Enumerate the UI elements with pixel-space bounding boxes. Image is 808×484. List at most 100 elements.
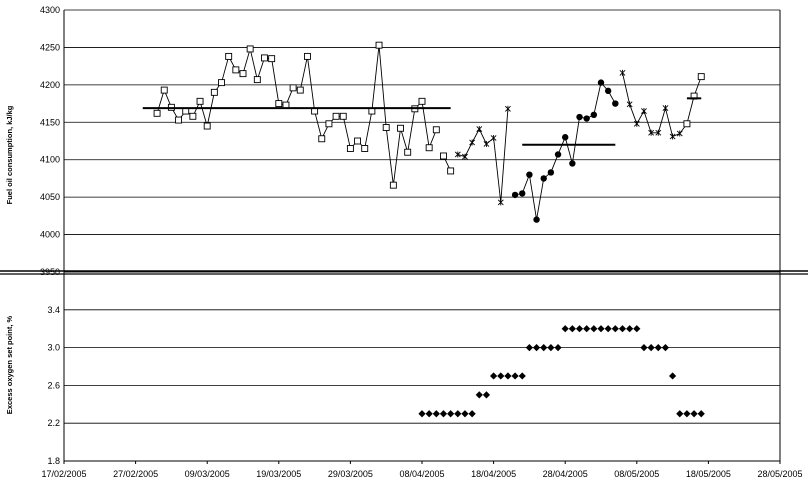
top-y-tick-label: 3950 (40, 267, 60, 277)
top-y-tick-label: 4300 (40, 5, 60, 15)
circle-marker (519, 190, 526, 197)
square-marker (318, 135, 326, 143)
asterisk-marker (462, 153, 468, 160)
diamond-marker (432, 410, 440, 418)
square-marker (418, 97, 426, 105)
diamond-marker (604, 325, 612, 333)
diamond-marker (654, 344, 662, 352)
bottom-y-tick-label: 3.4 (47, 305, 60, 315)
asterisk-marker (454, 151, 461, 158)
circle-marker (583, 115, 590, 122)
asterisk-marker (469, 139, 476, 146)
square-marker (354, 137, 362, 145)
diamond-marker (611, 325, 619, 333)
diamond-marker (518, 372, 526, 380)
asterisk-marker (497, 199, 504, 206)
diamond-marker (669, 372, 677, 380)
top-y-tick-label: 4050 (40, 192, 60, 202)
bottom-y-tick-label: 2.6 (47, 380, 60, 390)
diamond-marker (561, 325, 569, 333)
bottom-y-tick-label: 3.0 (47, 343, 60, 353)
asterisk-marker (505, 105, 511, 112)
diamond-marker (454, 410, 462, 418)
circle-marker (576, 113, 583, 121)
x-tick-label: 29/03/2005 (328, 469, 373, 479)
diamond-marker (676, 410, 684, 418)
x-tick-label: 28/05/2005 (757, 469, 802, 479)
x-tick-label: 18/04/2005 (471, 469, 516, 479)
diamond-marker (497, 372, 505, 380)
top-y-tick-labels: 3950 4000 4050 4100 4150 4200 4250 4300 (40, 5, 60, 277)
diamond-marker (583, 325, 591, 333)
square-marker (160, 86, 168, 94)
series-line (156, 45, 437, 186)
top-y-tick-label: 4100 (40, 155, 60, 165)
top-y-tick-label: 4000 (40, 230, 60, 240)
series-line (457, 108, 509, 203)
diamond-marker (540, 344, 548, 352)
top-y-tick-label: 4150 (40, 117, 60, 127)
square-marker (404, 148, 412, 156)
bottom-y-tick-label: 1.8 (47, 456, 60, 466)
diamond-marker (626, 325, 634, 333)
oxygen-setpoint-series (418, 325, 705, 418)
square-marker (683, 120, 691, 128)
square-marker (261, 54, 268, 62)
square-marker (153, 109, 161, 117)
square-marker (389, 181, 397, 189)
circle-marker (569, 160, 576, 167)
diamond-marker (647, 344, 655, 352)
series-line (514, 81, 616, 220)
diamond-marker (633, 325, 641, 333)
square-marker (232, 66, 240, 74)
series-line (686, 76, 702, 124)
axes (0, 10, 808, 464)
x-tick-label: 19/03/2005 (256, 469, 301, 479)
x-tick-label: 17/02/2005 (41, 469, 86, 479)
square-marker (361, 145, 369, 152)
square-marker (196, 97, 204, 105)
asterisk-marker (490, 135, 497, 142)
square-marker (697, 73, 705, 81)
circle-marker (590, 111, 598, 119)
diamond-marker (418, 410, 426, 418)
square-marker (225, 52, 233, 60)
diamond-marker (504, 372, 512, 380)
diamond-marker (575, 325, 584, 333)
asterisk-marker (641, 108, 647, 115)
square-marker (382, 124, 390, 131)
diamond-marker (568, 325, 576, 333)
square-marker (268, 55, 276, 63)
diamond-marker (511, 372, 519, 380)
diamond-marker (482, 391, 491, 399)
asterisk-marker (476, 126, 483, 133)
square-marker (346, 145, 354, 152)
asterisk-marker (669, 133, 676, 140)
square-marker (375, 41, 383, 49)
circle-marker (604, 87, 612, 95)
diamond-marker (447, 410, 455, 418)
series-line (622, 72, 688, 138)
asterisk-marker (626, 101, 633, 108)
square-marker (303, 52, 311, 60)
square-marker (275, 100, 283, 108)
square-marker (425, 144, 433, 152)
x-tick-label: 08/04/2005 (399, 469, 444, 479)
bottom-y-tick-label: 2.2 (47, 418, 60, 428)
x-tick-label: 18/05/2005 (686, 469, 731, 479)
circle-marker (597, 79, 605, 86)
diamond-marker (618, 325, 627, 333)
bottom-panel-gridlines (64, 271, 780, 424)
diamond-marker (590, 325, 598, 333)
diamond-marker (697, 410, 705, 418)
circle-marker (547, 169, 555, 176)
square-marker (296, 86, 304, 94)
diamond-marker (490, 372, 498, 380)
diamond-marker (640, 344, 648, 352)
x-tick-labels: 17/02/2005 27/02/2005 09/03/2005 19/03/2005… (41, 469, 802, 479)
circle-marker (540, 175, 547, 182)
asterisk-marker (662, 105, 669, 112)
square-marker (447, 167, 455, 175)
square-marker (325, 120, 333, 128)
